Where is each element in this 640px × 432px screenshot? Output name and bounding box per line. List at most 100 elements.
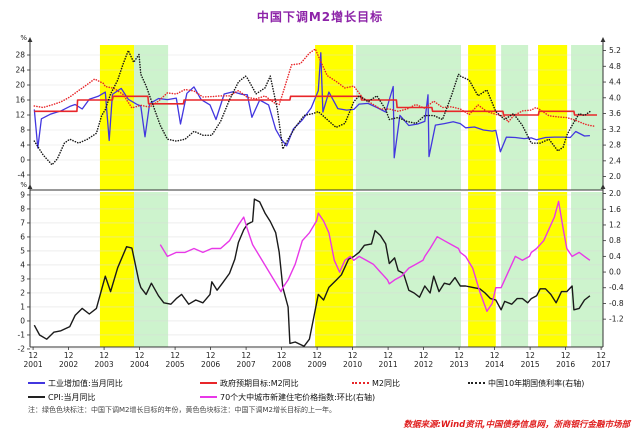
band-yellow (99, 45, 135, 190)
data-source: 数据来源:Wind资讯,中国债券信息网，浙商银行金融市场部 (403, 420, 630, 430)
legend-swatch-house-price (200, 395, 217, 398)
svg-text:2003: 2003 (95, 360, 114, 369)
svg-text:12: 12 (64, 351, 74, 360)
svg-text:2014: 2014 (485, 360, 504, 369)
svg-text:12: 12 (383, 351, 393, 360)
highlight-bands (99, 192, 603, 347)
svg-text:5: 5 (20, 246, 25, 255)
band-green (501, 192, 529, 347)
svg-text:0.8: 0.8 (609, 236, 621, 245)
svg-text:12: 12 (99, 351, 109, 360)
series-m2-yoy (33, 48, 596, 128)
legend-label: 中国10年期国债利率(右轴) (488, 379, 585, 388)
chart-title: 中国下调M2增长目标 (256, 10, 384, 24)
svg-text:2010: 2010 (343, 360, 362, 369)
svg-text:2008: 2008 (272, 360, 291, 369)
svg-text:0.4: 0.4 (609, 252, 621, 261)
svg-text:2002: 2002 (59, 360, 78, 369)
legend-label: 政府预期目标:M2同比 (220, 379, 299, 388)
svg-text:2005: 2005 (166, 360, 185, 369)
svg-text:12: 12 (206, 351, 216, 360)
axis-arrow-icon (27, 37, 33, 42)
svg-text:2006: 2006 (201, 360, 220, 369)
x-axis: 1220011220021220031220041220051220061220… (24, 347, 611, 369)
series-cgb10y-yield (33, 49, 591, 166)
svg-text:2007: 2007 (237, 360, 256, 369)
svg-text:12: 12 (348, 351, 358, 360)
svg-text:-2: -2 (18, 344, 26, 353)
svg-text:12: 12 (15, 111, 25, 120)
svg-text:2015: 2015 (521, 360, 540, 369)
svg-text:-0.4: -0.4 (609, 283, 624, 292)
svg-text:2: 2 (20, 288, 25, 297)
legend-label: 工业增加值:当月同比 (48, 379, 123, 388)
svg-text:6: 6 (20, 232, 25, 241)
svg-text:3.2: 3.2 (609, 125, 621, 134)
svg-text:-4: -4 (18, 171, 26, 180)
band-green (134, 192, 169, 347)
svg-text:4: 4 (20, 141, 25, 150)
band-yellow (468, 45, 496, 190)
svg-text:3: 3 (20, 274, 25, 283)
legend-item-cpi-yoy: CPI:当月同比 (28, 392, 95, 404)
svg-text:12: 12 (170, 351, 180, 360)
legend-label: 70个大中城市新建住宅价格指数:环比(右轴) (220, 393, 376, 402)
svg-text:8: 8 (20, 126, 25, 135)
legend-item-house-price: 70个大中城市新建住宅价格指数:环比(右轴) (200, 392, 375, 404)
axis-arrow-icon (600, 37, 606, 42)
svg-text:2011: 2011 (379, 360, 398, 369)
svg-text:12: 12 (454, 351, 464, 360)
svg-text:2016: 2016 (556, 360, 575, 369)
svg-text:28: 28 (15, 51, 25, 60)
svg-text:4.4: 4.4 (609, 78, 621, 87)
svg-text:12: 12 (561, 351, 571, 360)
panel-top: 28 24 20 16 12 8 4 0 -4% 5.2 4.8 4.4 4.0 3.6 3.2 2.8 2.4… (15, 34, 621, 191)
svg-text:2.8: 2.8 (609, 141, 621, 150)
band-green (355, 45, 461, 190)
svg-text:2013: 2013 (450, 360, 469, 369)
svg-text:-1: -1 (18, 330, 26, 339)
svg-text:%: % (20, 34, 27, 42)
svg-text:2009: 2009 (308, 360, 327, 369)
band-yellow (538, 192, 568, 347)
svg-text:12: 12 (490, 351, 500, 360)
axis-arrow-icon (600, 184, 606, 189)
axis-arrow-icon (27, 184, 33, 189)
svg-text:2012: 2012 (414, 360, 433, 369)
legend-label: M2同比 (372, 379, 400, 388)
series-industrial-output-yoy (33, 52, 590, 159)
svg-text:-0.8: -0.8 (609, 299, 624, 308)
band-note: 注：绿色色块标注：中国下调M2增长目标的年份，黄色色块标注：中国下调M2增长目标… (28, 406, 336, 414)
svg-text:8: 8 (20, 204, 25, 213)
panel-bottom: 9 8 7 6 5 4 3 2 1 0 -1 -2% 2.0 1.6 1.2 0.8 0.4 0.0 -0.4 -0.… (18, 181, 624, 353)
band-yellow (538, 45, 568, 190)
axes: 9 8 7 6 5 4 3 2 1 0 -1 -2% 2.0 1.6 1.2 0.8 0.4 0.0 -0.4 -0.… (18, 181, 624, 353)
svg-text:1: 1 (20, 302, 25, 311)
svg-text:%: % (20, 181, 27, 189)
band-green (571, 192, 603, 347)
svg-text:12: 12 (241, 351, 251, 360)
svg-text:0: 0 (20, 156, 25, 165)
svg-text:2.0: 2.0 (609, 189, 621, 198)
highlight-bands (99, 45, 603, 190)
legend-label: CPI:当月同比 (48, 393, 96, 402)
band-green (501, 45, 529, 190)
svg-text:20: 20 (15, 81, 25, 90)
svg-text:2001: 2001 (24, 360, 43, 369)
svg-text:12: 12 (312, 351, 322, 360)
svg-text:12: 12 (596, 351, 606, 360)
svg-text:9: 9 (20, 190, 25, 199)
legend-swatch-m2-yoy (352, 381, 369, 384)
svg-text:2004: 2004 (130, 360, 149, 369)
svg-text:4.8: 4.8 (609, 62, 621, 71)
dual-panel-line-chart: 2824201612840-4%5.24.84.44.03.63.22.82.4… (15, 34, 624, 369)
svg-text:5.2: 5.2 (609, 46, 621, 55)
legend-swatch-cgb10y-yield (468, 381, 485, 384)
legend-item-industrial-output: 工业增加值:当月同比 (28, 378, 123, 390)
svg-text:-1.2: -1.2 (609, 315, 624, 324)
band-green (134, 45, 169, 190)
svg-text:1.2: 1.2 (609, 220, 621, 229)
svg-text:12: 12 (525, 351, 535, 360)
svg-text:4.0: 4.0 (609, 93, 621, 102)
